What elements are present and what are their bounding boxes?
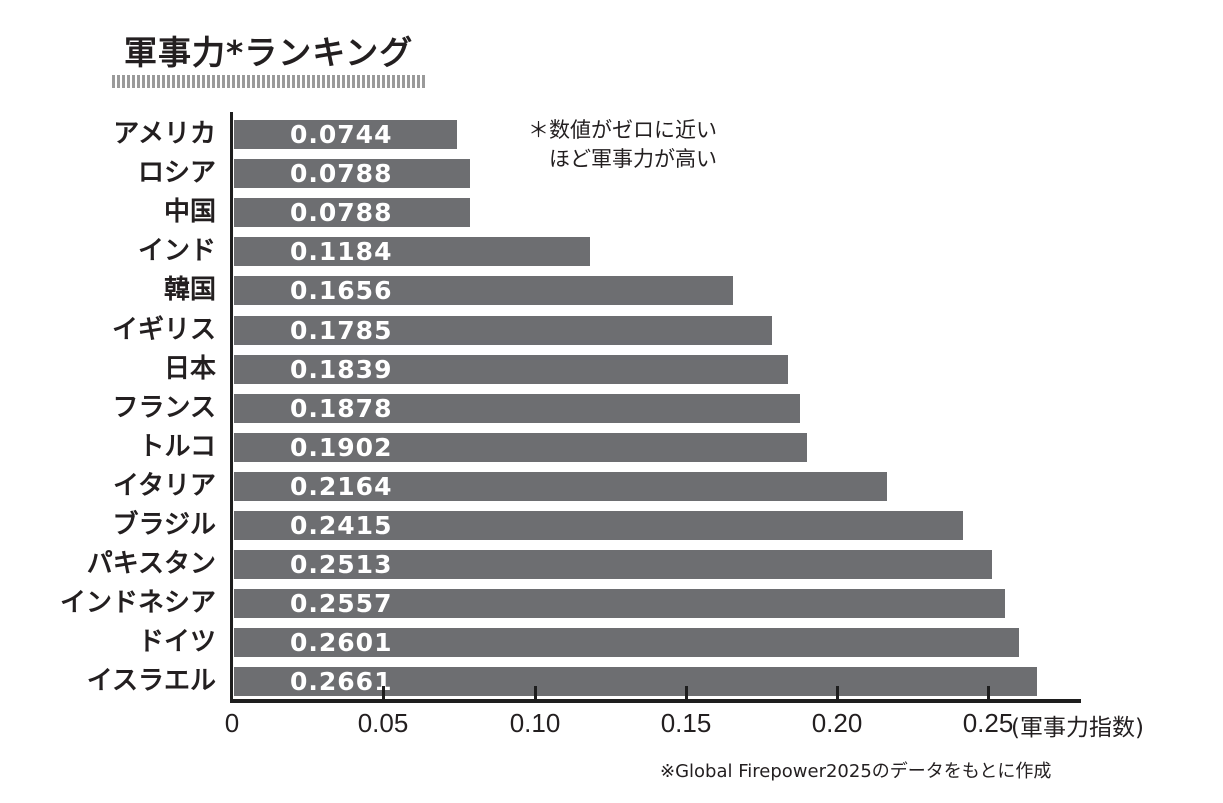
category-label: 韓国 (163, 275, 216, 305)
bar-value-label: 0.1902 (290, 433, 393, 462)
category-label: 中国 (163, 197, 216, 227)
bar-value-label: 0.2415 (290, 511, 393, 540)
bar (234, 433, 807, 462)
x-tick-label: 0.15 (660, 708, 712, 738)
bar (234, 276, 733, 305)
bar-value-label: 0.1839 (290, 355, 393, 384)
bar (234, 316, 772, 345)
x-tick-mark (685, 686, 688, 701)
bar-value-label: 0.1656 (290, 276, 393, 305)
bar-value-label: 0.0788 (290, 198, 393, 227)
bar (234, 667, 1037, 696)
x-axis-line (230, 699, 1081, 703)
bar-value-label: 0.0744 (290, 120, 393, 149)
bar-row: インド 0.1184 (0, 237, 1223, 266)
category-label: イタリア (113, 471, 216, 501)
bar-row: 日本 0.1839 (0, 355, 1223, 384)
category-label: 日本 (163, 354, 216, 384)
bar-value-label: 0.0788 (290, 159, 393, 188)
y-axis-line (230, 112, 233, 702)
category-label: インド (137, 236, 216, 266)
x-tick-label: 0.25 (962, 708, 1014, 738)
x-axis-unit-label: (軍事力指数) (1011, 715, 1144, 741)
category-label: フランス (112, 393, 216, 423)
bar (234, 472, 887, 501)
category-label: イスラエル (86, 666, 216, 696)
source-note: ※Global Firepower2025のデータをもとに作成 (660, 761, 1052, 782)
bar (234, 589, 1005, 618)
x-tick-label: 0.05 (357, 708, 409, 738)
bar-row: ロシア 0.0788 (0, 159, 1223, 188)
bar-row: イタリア 0.2164 (0, 472, 1223, 501)
bar (234, 511, 963, 540)
bar-row: フランス 0.1878 (0, 394, 1223, 423)
category-label: インドネシア (59, 588, 216, 618)
x-tick-mark (534, 686, 537, 701)
category-label: ロシア (137, 158, 216, 188)
chart-title: 軍事力*ランキング (124, 33, 414, 72)
bar-row: インドネシア 0.2557 (0, 589, 1223, 618)
x-tick-label: 0 (224, 708, 240, 738)
bar (234, 628, 1019, 657)
category-label: パキスタン (86, 549, 216, 579)
category-label: アメリカ (113, 119, 216, 149)
category-label: イギリス (111, 315, 216, 345)
x-tick-mark (836, 686, 839, 701)
bar-row: イギリス 0.1785 (0, 316, 1223, 345)
bar (234, 237, 590, 266)
bar-value-label: 0.2164 (290, 472, 393, 501)
category-label: ブラジル (112, 510, 216, 540)
bar-value-label: 0.2513 (290, 550, 393, 579)
bar (234, 355, 788, 384)
bar (234, 159, 470, 188)
bar-row: ブラジル 0.2415 (0, 511, 1223, 540)
x-tick-mark (987, 686, 990, 701)
bar-value-label: 0.2661 (290, 667, 393, 696)
chart-note: ＊数値がゼロに近い ほど軍事力が高い (528, 118, 717, 171)
bar-row: 韓国 0.1656 (0, 276, 1223, 305)
bar-row: イスラエル 0.2661 (0, 667, 1223, 696)
category-label: トルコ (138, 432, 216, 462)
title-underline-rule (112, 75, 425, 88)
x-tick-mark (382, 686, 385, 701)
bar-value-label: 0.1184 (290, 237, 393, 266)
bar-value-label: 0.1878 (290, 394, 393, 423)
bar-row: 中国 0.0788 (0, 198, 1223, 227)
x-tick-label: 0.20 (811, 708, 863, 738)
bar-row: トルコ 0.1902 (0, 433, 1223, 462)
bar-row: ドイツ 0.2601 (0, 628, 1223, 657)
bar (234, 198, 470, 227)
bar-value-label: 0.2601 (290, 628, 393, 657)
bar (234, 394, 800, 423)
bar-row: パキスタン 0.2513 (0, 550, 1223, 579)
bar (234, 550, 992, 579)
x-tick-label: 0.10 (509, 708, 561, 738)
bar-value-label: 0.2557 (290, 589, 393, 618)
bar (234, 120, 457, 149)
bar-row: アメリカ 0.0744 (0, 120, 1223, 149)
bar-value-label: 0.1785 (290, 316, 393, 345)
category-label: ドイツ (137, 627, 216, 657)
